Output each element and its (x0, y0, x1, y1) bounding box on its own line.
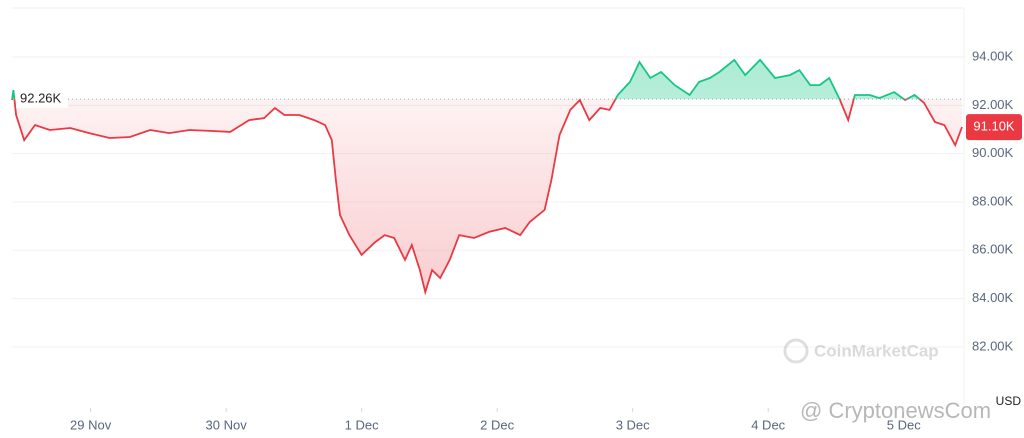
price-line-above (11, 58, 921, 100)
area-below (12, 99, 962, 293)
x-tick-label: 2 Dec (480, 417, 514, 432)
area-above (12, 59, 962, 100)
y-tick-label: 92.00K (972, 97, 1014, 112)
watermark-text: CoinMarketCap (814, 341, 939, 360)
y-tick-label: 94.00K (972, 48, 1014, 63)
y-tick-label: 84.00K (972, 290, 1014, 305)
current-price-label: 91.10K (973, 119, 1015, 134)
x-tick-label: 4 Dec (751, 417, 785, 432)
price-line-below (11, 99, 963, 296)
y-tick-label: 88.00K (972, 193, 1014, 208)
current-price-box (966, 114, 1022, 141)
x-tick-label: 30 Nov (206, 417, 248, 432)
y-tick-label: 82.00K (972, 338, 1014, 353)
x-tick-label: 3 Dec (616, 417, 650, 432)
x-tick-label: 5 Dec (887, 417, 921, 432)
x-tick-label: 1 Dec (345, 417, 379, 432)
x-tick-label: 29 Nov (70, 417, 112, 432)
watermark-logo (783, 338, 809, 364)
watermark-text: @ CryptonewsCom (800, 398, 991, 423)
y-unit: USD (996, 394, 1022, 408)
cmc-watermark: CoinMarketCap (783, 338, 939, 364)
baseline-label-bg (16, 90, 68, 109)
y-tick-label: 86.00K (972, 242, 1014, 257)
baseline-label: 92.26K (20, 91, 62, 106)
y-tick-label: 90.00K (972, 145, 1014, 160)
